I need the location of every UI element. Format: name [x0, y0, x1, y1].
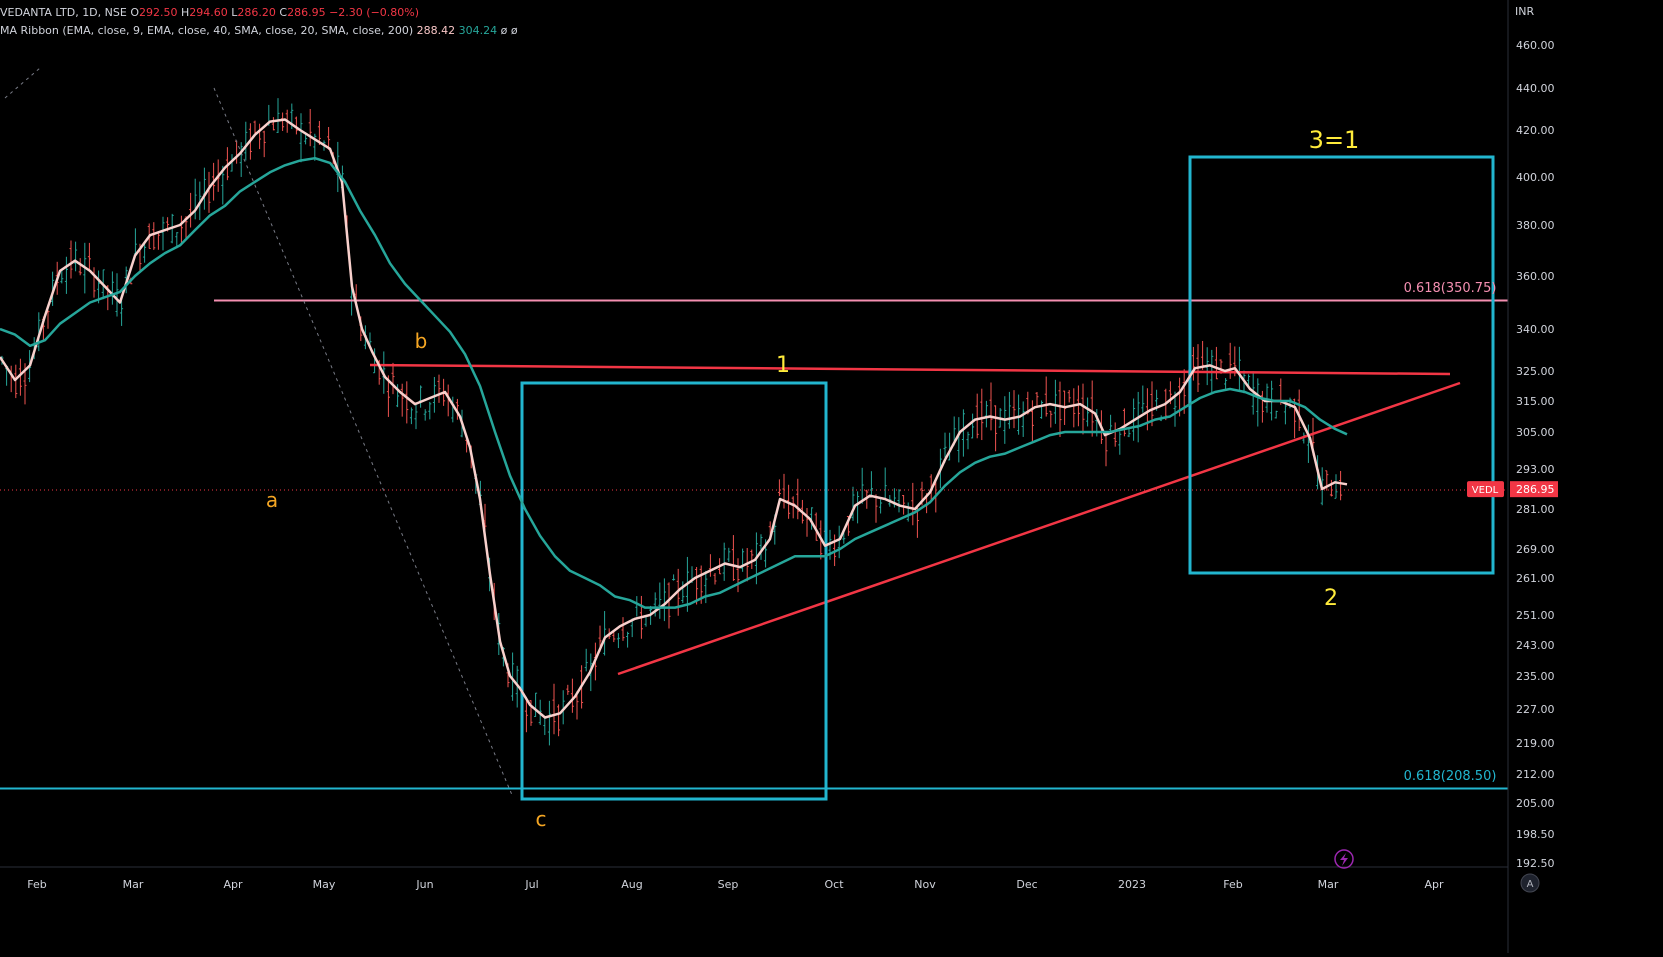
y-tick-label: 400.00	[1516, 171, 1555, 184]
y-tick-label: 192.50	[1516, 857, 1555, 870]
lightning-icon	[1334, 849, 1354, 869]
x-tick-label: Mar	[1318, 878, 1339, 891]
y-tick-label: 340.00	[1516, 323, 1555, 336]
y-tick-label: 212.00	[1516, 768, 1555, 781]
close-label: C	[279, 6, 288, 19]
x-tick-label: Mar	[123, 878, 144, 891]
y-tick-label: 251.00	[1516, 609, 1555, 622]
open-label: O	[130, 6, 139, 19]
wave-labels: 0.618(350.75) 0.618(208.50) a b c 1 2 3=1	[266, 126, 1497, 831]
x-tick-label: Dec	[1016, 878, 1037, 891]
y-tick-label: 325.00	[1516, 365, 1555, 378]
support-trendline	[617, 381, 1461, 676]
ma2-value: 304.24	[458, 24, 498, 37]
price-axis: INR 460.00 440.00 420.00 400.00 380.00 360.00 3…	[1467, 0, 1663, 953]
wave-3-box	[1188, 155, 1495, 575]
ma3-value: ø	[500, 24, 508, 37]
x-tick-label: Apr	[1424, 878, 1444, 891]
y-tick-label: 360.00	[1516, 270, 1555, 283]
x-tick-label: Feb	[27, 878, 46, 891]
x-tick-label: Nov	[914, 878, 936, 891]
currency-label: INR	[1515, 5, 1534, 18]
high-value: 294.60	[189, 6, 228, 19]
y-tick-label: 261.00	[1516, 572, 1555, 585]
high-label: H	[180, 6, 190, 19]
y-tick-label: 420.00	[1516, 124, 1555, 137]
y-tick-label: 235.00	[1516, 670, 1555, 683]
indicator-row[interactable]: MA Ribbon (EMA, close, 9, EMA, close, 40…	[0, 22, 518, 40]
y-tick-label: 243.00	[1516, 639, 1555, 652]
wave-2-label: 2	[1324, 586, 1338, 611]
x-tick-label: 2023	[1118, 878, 1146, 891]
time-axis: Feb Mar Apr May Jun Jul Aug Sep Oct Nov Dec 2023 Feb…	[0, 849, 1540, 893]
y-tick-label: 269.00	[1516, 543, 1555, 556]
change-value: −2.30 (−0.80%)	[329, 6, 420, 19]
wave-1-box	[520, 381, 828, 801]
y-tick-label: 205.00	[1516, 797, 1555, 810]
y-tick-label: 315.00	[1516, 395, 1555, 408]
y-tick-label: 305.00	[1516, 426, 1555, 439]
ma4-value: ø	[510, 24, 518, 37]
y-tick-label: 198.50	[1516, 828, 1555, 841]
x-tick-label: Feb	[1223, 878, 1242, 891]
y-tick-label: 227.00	[1516, 703, 1555, 716]
candles-layer	[0, 98, 1343, 746]
price-axis-bg	[1508, 0, 1663, 953]
trend-dotted-line	[213, 87, 513, 796]
y-tick-label: 293.00	[1516, 463, 1555, 476]
x-tick-label: Jul	[524, 878, 538, 891]
x-tick-label: Oct	[824, 878, 844, 891]
x-tick-label: Jun	[415, 878, 433, 891]
fib-upper-label: 0.618(350.75)	[1404, 281, 1497, 296]
ema-slow-line	[0, 156, 1348, 609]
resistance-line	[369, 363, 1451, 376]
close-value: 286.95	[287, 6, 326, 19]
chart-legend: VEDANTA LTD, 1D, NSE O292.50 H294.60 L28…	[0, 4, 518, 40]
lightning-bolt-icon	[1340, 853, 1348, 866]
symbol-tag-bg	[1467, 481, 1504, 498]
auto-scale-button[interactable]	[1520, 873, 1540, 893]
symbol-title: VEDANTA LTD, 1D, NSE	[0, 6, 127, 19]
wave-b-label: b	[415, 329, 428, 353]
wave-a-label: a	[266, 488, 278, 512]
wave-c-label: c	[536, 807, 547, 831]
fib-lower-label: 0.618(208.50)	[1404, 769, 1497, 784]
wave-1-label: 1	[776, 353, 790, 378]
ma-ribbon-layer	[0, 118, 1348, 719]
symbol-tag: VEDL	[1472, 485, 1499, 496]
last-price-tag-bg	[1510, 481, 1558, 498]
drawings-layer	[0, 67, 1508, 801]
x-tick-label: Apr	[223, 878, 243, 891]
x-tick-label: Aug	[621, 878, 642, 891]
x-tick-label: Sep	[718, 878, 739, 891]
low-value: 286.20	[237, 6, 276, 19]
y-tick-label: 440.00	[1516, 82, 1555, 95]
wave-3-label: 3=1	[1309, 126, 1360, 154]
y-tick-label: 380.00	[1516, 219, 1555, 232]
x-tick-label: May	[313, 878, 336, 891]
y-tick-label: 219.00	[1516, 737, 1555, 750]
low-label: L	[231, 6, 238, 19]
y-tick-label: 460.00	[1516, 39, 1555, 52]
indicator-title: MA Ribbon (EMA, close, 9, EMA, close, 40…	[0, 24, 414, 37]
open-value: 292.50	[138, 6, 178, 19]
ohlc-row: VEDANTA LTD, 1D, NSE O292.50 H294.60 L28…	[0, 4, 518, 22]
trend-dotted-line-left	[4, 67, 41, 99]
last-price-tag: 286.95	[1516, 483, 1555, 496]
auto-scale-label: A	[1527, 879, 1534, 890]
y-tick-label: 281.00	[1516, 503, 1555, 516]
ema-fast-line	[0, 118, 1348, 719]
ma1-value: 288.42	[416, 24, 456, 37]
